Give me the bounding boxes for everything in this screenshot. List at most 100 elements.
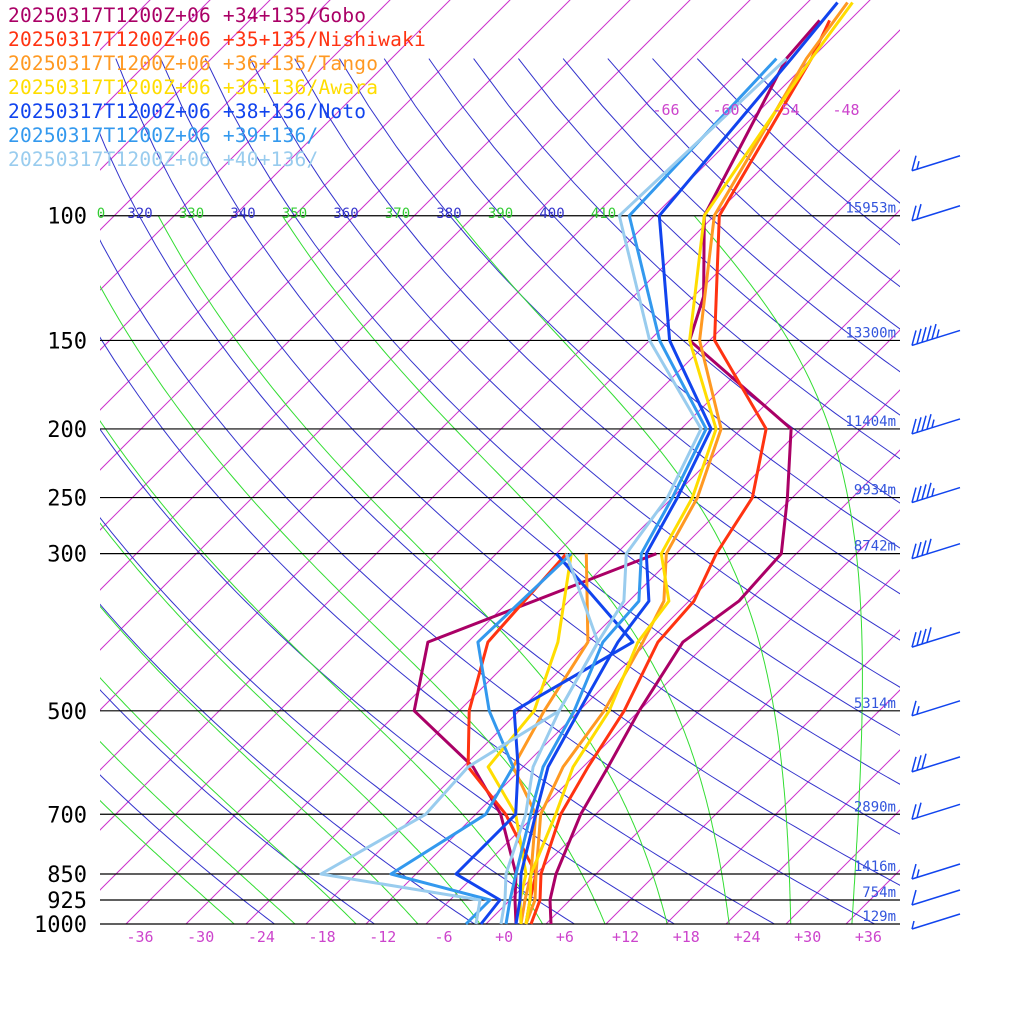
wind-barb-feather xyxy=(911,543,917,559)
wind-barb-feather xyxy=(916,203,922,220)
wind-barb-feather xyxy=(916,706,920,715)
moist-adiabat-line xyxy=(693,215,863,924)
temperature-tick-label: +6 xyxy=(556,928,574,946)
upper-temperature-label: -60 xyxy=(712,101,739,119)
wind-barb-feather xyxy=(911,631,917,648)
dry-adiabat-line xyxy=(100,239,876,924)
pressure-tick-label: 200 xyxy=(47,418,87,443)
wind-barb-staff xyxy=(911,889,961,906)
height-label: 8742m xyxy=(854,539,896,555)
wind-barb-icon xyxy=(911,482,961,504)
wind-barb-feather xyxy=(911,155,917,171)
wind-barb-feather xyxy=(911,889,917,906)
height-label: 9934m xyxy=(854,483,896,499)
wind-barb-feather xyxy=(921,415,927,431)
wind-barb-icon xyxy=(911,913,961,930)
isotherm-line xyxy=(966,0,1024,924)
temperature-line xyxy=(524,1,849,925)
wind-barb-feather xyxy=(916,630,922,646)
legend-entry: 20250317T1200Z+06 +36+136/Awara xyxy=(8,76,379,99)
dry-adiabat-line xyxy=(518,58,900,416)
theta-label: 380 xyxy=(436,206,461,222)
height-label: 129m xyxy=(862,909,896,925)
wind-barb-icon xyxy=(911,802,961,821)
dry-adiabat-line xyxy=(100,774,276,924)
theta-label: 340 xyxy=(230,206,255,222)
dry-adiabat-line xyxy=(100,428,676,924)
temperature-tick-label: +18 xyxy=(673,928,700,946)
wind-barb-staff xyxy=(911,913,961,930)
wind-barb-feather xyxy=(931,323,937,340)
dry-adiabat-line xyxy=(428,58,900,504)
temperature-line xyxy=(524,1,854,925)
temperature-tick-label: -18 xyxy=(309,928,336,946)
wind-barb-icon xyxy=(911,889,961,906)
temperature-line xyxy=(548,19,821,925)
dry-adiabat-line xyxy=(115,58,900,835)
theta-label: 370 xyxy=(385,206,410,222)
legend-entry: 20250317T1200Z+06 +34+135/Gobo xyxy=(8,4,367,27)
moist-adiabat-line xyxy=(100,605,419,924)
theta-label: 390 xyxy=(488,206,513,222)
wind-barb-feather xyxy=(921,540,927,556)
isotherm-line xyxy=(845,869,900,924)
pressure-tick-label: 100 xyxy=(47,205,87,230)
wind-barb-icon xyxy=(911,863,961,880)
theta-label: 400 xyxy=(539,206,564,222)
wind-barb-feather xyxy=(916,417,922,433)
pressure-tick-label: 500 xyxy=(47,700,87,725)
wind-barb-staff xyxy=(911,631,961,648)
isotherm-line xyxy=(605,629,900,924)
dry-adiabat-line xyxy=(294,58,900,641)
wind-barb-staff xyxy=(911,700,961,717)
sounding-series xyxy=(319,1,854,926)
wind-barb-feather xyxy=(911,700,917,716)
dry-adiabat-line xyxy=(249,58,900,688)
wind-barb-icon xyxy=(911,627,961,648)
isotherm-line xyxy=(485,509,900,924)
temperature-tick-label: -30 xyxy=(187,928,214,946)
legend-entry: 20250317T1200Z+06 +39+136/ xyxy=(8,124,319,147)
dry-adiabat-line xyxy=(204,58,900,736)
wind-barb-icon xyxy=(911,413,961,435)
upper-temperature-label: -54 xyxy=(772,101,799,119)
temperature-line xyxy=(529,19,831,925)
temperature-tick-label: +12 xyxy=(612,928,639,946)
wind-barb-feather xyxy=(911,330,917,346)
pressure-tick-label: 300 xyxy=(47,543,87,568)
moist-adiabat-line xyxy=(100,420,544,924)
wind-barb-staff xyxy=(911,803,961,821)
wind-barb-staff xyxy=(911,205,961,222)
theta-label: 0 xyxy=(97,206,105,222)
height-label: 2890m xyxy=(854,799,896,815)
wind-barb-feather xyxy=(921,753,927,769)
wind-barb-feather xyxy=(916,485,922,502)
legend-entry: 20250317T1200Z+06 +40+136/ xyxy=(8,148,319,171)
dry-adiabat-line xyxy=(100,689,376,924)
wind-barb-icon xyxy=(911,538,961,560)
temperature-tick-label: +30 xyxy=(794,928,821,946)
wind-barb-staff xyxy=(911,418,961,435)
wind-barb-feather xyxy=(911,756,917,773)
temperature-tick-label: -24 xyxy=(248,928,275,946)
isotherm-line xyxy=(665,689,900,924)
height-label: 754m xyxy=(862,885,896,901)
theta-label: 330 xyxy=(179,206,204,222)
theta-label: 410 xyxy=(591,206,616,222)
upper-temperature-label: -66 xyxy=(652,101,679,119)
wind-barb-feather xyxy=(931,487,935,497)
wind-barb-feather xyxy=(916,802,922,818)
temperature-line xyxy=(499,57,788,925)
temperature-tick-label: +36 xyxy=(855,928,882,946)
isotherm-line xyxy=(725,749,900,924)
dry-adiabat-line xyxy=(100,603,476,924)
legend-entry: 20250317T1200Z+06 +36+135/Tango xyxy=(8,52,379,75)
wind-barb-staff xyxy=(911,542,961,560)
legend: 20250317T1200Z+06 +34+135/Gobo 20250317T1… xyxy=(8,4,426,172)
wind-barb-icon xyxy=(911,323,961,347)
wind-barb-feather xyxy=(911,487,917,503)
dewpoint-line xyxy=(454,552,635,925)
temperature-tick-label: -12 xyxy=(369,928,396,946)
wind-barb-feather xyxy=(921,484,927,500)
wind-barb-icon xyxy=(911,203,961,222)
